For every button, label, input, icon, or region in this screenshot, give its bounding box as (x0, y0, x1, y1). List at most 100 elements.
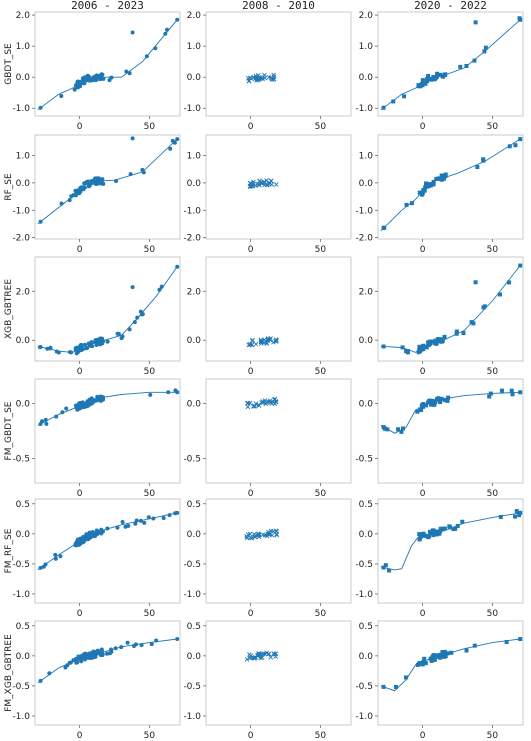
panel-rf-se-col2: -2.0 -1.0 0.0 1.0 0 50 (183, 134, 352, 255)
data-point (404, 349, 409, 354)
panel-fm-xgb-gbtree-col1: -1.0 -0.5 0.0 0.5 0 50 FM_XGB_GBTREE (4, 620, 181, 741)
data-point (248, 342, 253, 347)
panel-frame (377, 134, 524, 240)
data-point (175, 17, 180, 22)
y-tick-label: 0.5 (187, 500, 201, 510)
data-point (247, 400, 253, 406)
data-point (433, 338, 438, 343)
y-tick-label: 0.0 (359, 179, 374, 189)
data-point (82, 81, 87, 86)
data-point (391, 99, 396, 104)
data-point (260, 399, 266, 404)
data-point (381, 344, 386, 349)
data-point (432, 655, 437, 660)
data-point (266, 529, 271, 535)
data-point (175, 637, 180, 642)
data-point (101, 76, 106, 81)
data-point (247, 342, 253, 347)
data-point (81, 537, 86, 542)
data-point (175, 390, 180, 395)
data-point (271, 76, 277, 82)
x-tick-label: 0 (420, 122, 426, 132)
y-tick-label: 0.0 (16, 179, 31, 189)
panel-gbdt-se-col2: -1.0 0.0 1.0 2.0 0 50 (183, 11, 352, 132)
data-point (403, 675, 408, 680)
y-tick-label: 1.0 (187, 152, 202, 162)
data-point (417, 190, 422, 195)
data-point (487, 394, 492, 399)
data-point (422, 533, 427, 538)
panel-frame (34, 256, 181, 362)
data-point (250, 183, 256, 189)
y-tick-label: -0.5 (355, 455, 373, 465)
x-tick-label: 50 (487, 609, 499, 619)
data-point (402, 94, 407, 99)
data-point (426, 535, 431, 540)
data-point (432, 657, 437, 662)
panel-frame (34, 378, 181, 484)
row-label: FM_GBDT_SE (4, 401, 14, 460)
data-point (460, 519, 465, 524)
data-point (251, 179, 256, 185)
data-point (473, 280, 478, 285)
data-point (100, 652, 105, 657)
y-tick-label: -1.0 (355, 206, 373, 216)
data-point (435, 73, 440, 78)
data-point (84, 180, 89, 185)
data-point (119, 645, 124, 650)
data-point (518, 390, 523, 395)
data-point (422, 656, 427, 661)
data-point (38, 344, 43, 349)
data-point (420, 78, 425, 83)
data-point (60, 410, 65, 415)
panel-frame (205, 11, 352, 117)
data-point (273, 182, 279, 187)
data-point (441, 527, 446, 532)
data-point (418, 344, 423, 349)
data-point (123, 524, 128, 529)
data-point (250, 337, 255, 343)
data-point (38, 421, 43, 426)
data-point (440, 650, 445, 655)
panel-frame (205, 498, 352, 604)
data-point (421, 660, 426, 665)
y-tick-label: 0.0 (359, 652, 374, 662)
y-tick-label: -1.0 (12, 590, 30, 600)
y-tick-label: 0.5 (359, 500, 373, 510)
data-point (268, 178, 274, 184)
data-point (93, 654, 98, 659)
data-point (438, 72, 443, 77)
data-point (513, 514, 518, 519)
data-point (435, 337, 440, 342)
row-label: FM_RF_SE (4, 528, 14, 573)
data-point (262, 651, 268, 656)
panel-fm-xgb-gbtree-col2: -1.0 -0.5 0.0 0.5 0 50 (183, 620, 352, 741)
data-point (426, 73, 431, 78)
data-point (423, 81, 428, 86)
data-point (38, 219, 43, 224)
data-point (261, 179, 267, 185)
x-tick-label: 50 (144, 489, 156, 499)
data-point (244, 657, 250, 662)
data-point (100, 529, 105, 534)
data-point (77, 403, 82, 408)
y-tick-label: -0.5 (12, 560, 30, 570)
x-tick-label: 0 (420, 367, 426, 377)
panel-gbdt-se-col1: -1.0 0.0 1.0 2.0 0 50 GBDT_SE (4, 11, 181, 132)
y-tick-label: 0.0 (187, 399, 202, 409)
y-tick-label: 2.0 (187, 287, 202, 297)
x-tick-label: 0 (420, 245, 426, 255)
data-point (421, 346, 426, 351)
row-label: GBDT_SE (4, 43, 14, 85)
y-tick-label: 0.0 (359, 399, 374, 409)
y-tick-label: 2.0 (16, 11, 31, 21)
data-point (506, 280, 511, 285)
data-point (245, 404, 251, 410)
data-point (442, 334, 447, 339)
x-tick-label: 50 (487, 489, 499, 499)
data-point (53, 556, 58, 561)
data-point (91, 76, 96, 81)
data-point (420, 191, 425, 196)
y-tick-label: 1.0 (16, 42, 31, 52)
x-tick-label: 50 (487, 731, 499, 741)
